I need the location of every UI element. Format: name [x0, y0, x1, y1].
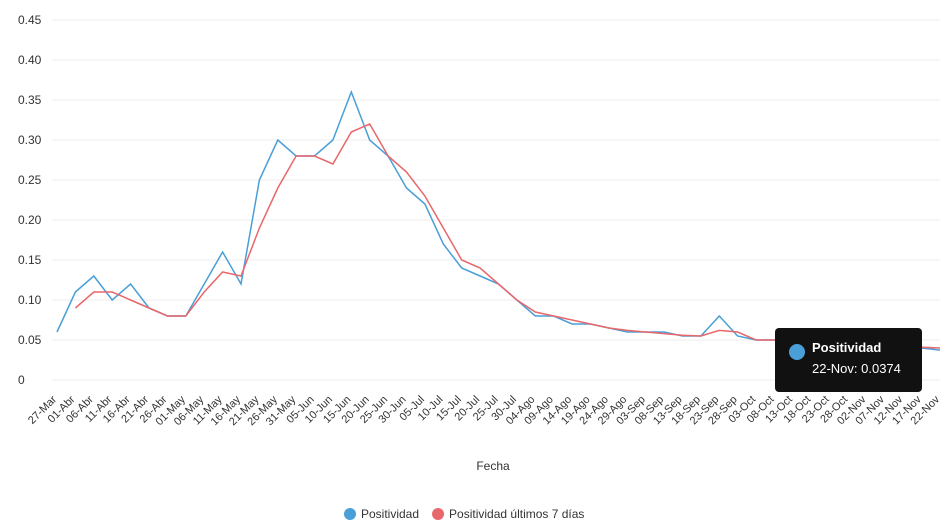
y-tick-label: 0.15 [18, 253, 42, 267]
y-tick-label: 0.10 [18, 293, 42, 307]
tooltip: Positividad 22-Nov: 0.0374 [775, 328, 922, 392]
tooltip-marker [789, 344, 805, 360]
y-tick-label: 0 [18, 373, 25, 387]
legend-marker [344, 508, 356, 520]
series-line [74, 123, 941, 349]
tooltip-label: 22-Nov: 0.0374 [812, 361, 901, 376]
y-tick-label: 0.05 [18, 333, 42, 347]
y-tick-label: 0.25 [18, 173, 42, 187]
y-tick-label: 0.40 [18, 53, 42, 67]
legend-label: Positividad últimos 7 días [449, 507, 584, 521]
legend-marker [432, 508, 445, 520]
x-axis-label: Fecha [476, 459, 510, 473]
y-tick-label: 0.30 [18, 133, 42, 147]
y-tick-label: 0.20 [18, 213, 42, 227]
y-tick-label: 0.35 [18, 93, 42, 107]
tooltip-box [775, 328, 922, 392]
legend-label: Positividad [361, 507, 419, 521]
y-tick-label: 0.45 [18, 13, 42, 27]
tooltip-title: Positividad [812, 340, 881, 355]
